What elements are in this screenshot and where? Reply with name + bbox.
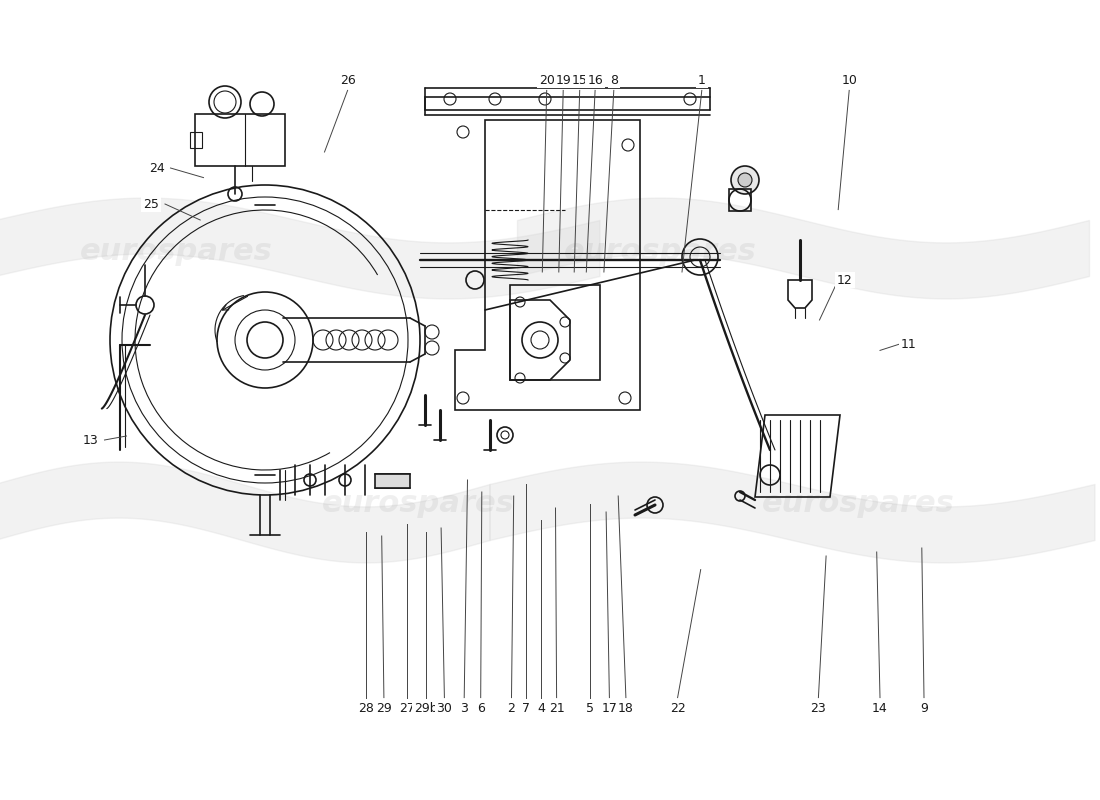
Text: eurospares: eurospares: [321, 490, 515, 518]
Text: 25: 25: [143, 198, 158, 210]
Text: 30: 30: [437, 702, 452, 714]
Text: 17: 17: [602, 702, 617, 714]
Circle shape: [738, 173, 752, 187]
Bar: [375, 474, 410, 488]
Text: eurospares: eurospares: [563, 238, 757, 266]
Bar: [510, 285, 600, 380]
Text: 7: 7: [521, 702, 530, 714]
Text: 18: 18: [618, 702, 634, 714]
Text: 22: 22: [670, 702, 685, 714]
Bar: [729, 189, 751, 211]
Text: 1: 1: [697, 74, 706, 86]
Text: 28: 28: [359, 702, 374, 714]
Text: 4: 4: [537, 702, 546, 714]
Text: 3: 3: [460, 702, 469, 714]
Text: 5: 5: [585, 702, 594, 714]
Text: 8: 8: [609, 74, 618, 86]
Text: 19: 19: [556, 74, 571, 86]
Text: 29: 29: [376, 702, 392, 714]
Text: 10: 10: [842, 74, 857, 86]
Text: 15: 15: [572, 74, 587, 86]
Text: 26: 26: [340, 74, 355, 86]
Text: 14: 14: [872, 702, 888, 714]
Bar: [195, 114, 285, 166]
Text: 27: 27: [399, 702, 415, 714]
Text: 16: 16: [587, 74, 603, 86]
Text: 20: 20: [539, 74, 554, 86]
Circle shape: [732, 166, 759, 194]
Text: 6: 6: [476, 702, 485, 714]
Text: 29b: 29b: [414, 702, 438, 714]
Text: 2: 2: [507, 702, 516, 714]
Text: 11: 11: [901, 338, 916, 350]
Text: eurospares: eurospares: [761, 490, 955, 518]
Text: 23: 23: [811, 702, 826, 714]
Text: 24: 24: [150, 162, 165, 174]
Text: 12: 12: [837, 274, 852, 286]
Text: 9: 9: [920, 702, 928, 714]
Text: 21: 21: [549, 702, 564, 714]
Bar: [190, 132, 202, 148]
Text: 13: 13: [82, 434, 98, 446]
Text: eurospares: eurospares: [79, 238, 273, 266]
